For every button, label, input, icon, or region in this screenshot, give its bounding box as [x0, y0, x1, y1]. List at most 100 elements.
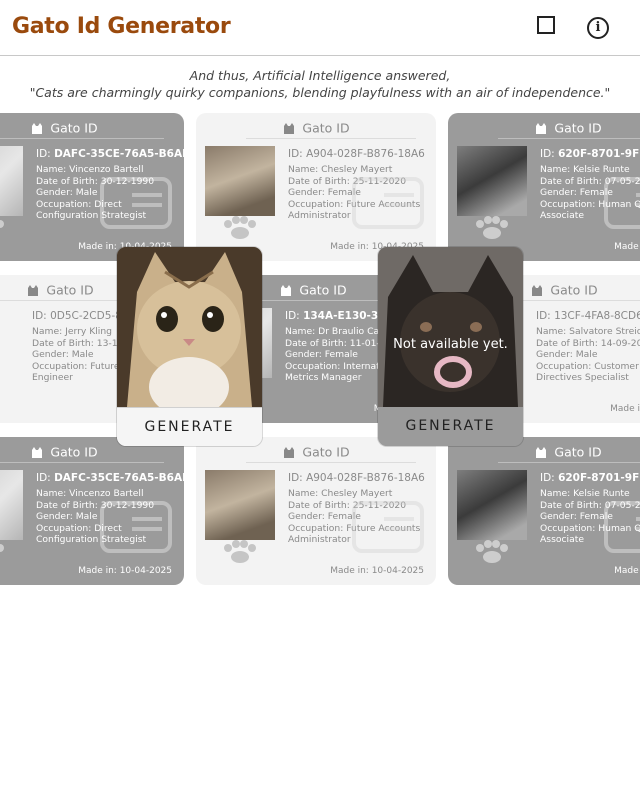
divider: [243, 300, 413, 301]
generate-button[interactable]: GENERATE: [117, 407, 262, 446]
made-in: Made in: 10-04-2025: [78, 566, 172, 576]
card-gender: Gender: Male: [36, 511, 98, 522]
card-id: A904-028F-B876-18A6: [306, 472, 425, 484]
divider: [494, 300, 640, 301]
divider: [498, 462, 640, 463]
gato-id-card: Gato ID ID: A904-028F-B876-18A6 Name: Ch…: [196, 437, 436, 585]
cat-icon: [281, 285, 292, 296]
card-name: Name: Kelsie Runte: [540, 164, 630, 175]
card-dob: Date of Birth: 25-11-2020: [288, 499, 407, 511]
paw-print-icon: [476, 540, 508, 563]
cat-icon: [32, 123, 43, 134]
id-card-watermark-icon: [352, 177, 424, 229]
card-dob: Date of Birth: 30-12-1990: [36, 175, 155, 187]
dog-photo-image: [378, 247, 523, 407]
card-header: Gato ID: [554, 444, 602, 460]
card-dob: Date of Birth: 14-09-2005: [536, 337, 640, 349]
card-occupation-cont: Metrics Manager: [285, 372, 362, 383]
cat-icon: [28, 285, 39, 296]
card-gender: Gender: Female: [285, 349, 358, 360]
card-gender: Gender: Female: [540, 511, 613, 522]
id-card-watermark-icon: [604, 177, 640, 229]
card-name: Name: Salvatore Streich: [536, 326, 640, 337]
gato-id-card: Gato ID ID: A904-028F-B876-18A6 Name: Ch…: [196, 113, 436, 261]
card-id: DAFC-35CE-76A5-B6AE: [54, 472, 184, 484]
made-in: Made in: 10-0: [614, 242, 640, 252]
gato-id-card: Gato ID ID: 620F-8701-9FF0-C Name: Kelsi…: [448, 113, 640, 261]
card-gender: Gender: Female: [288, 511, 361, 522]
card-name: Name: Vincenzo Bartell: [36, 164, 144, 175]
gato-id-card: Gato ID ID: DAFC-35CE-76A5-B6AE Name: Vi…: [0, 113, 184, 261]
card-gender: Gender: Female: [540, 187, 613, 198]
paw-print-icon: [224, 540, 256, 563]
card-gender: Gender: Male: [36, 187, 98, 198]
cat-photo: [457, 470, 527, 540]
card-occupation: Occupation: Future Accounts: [288, 198, 421, 210]
card-id: 620F-8701-9FF0-C: [558, 472, 640, 484]
id-card-watermark-icon: [100, 177, 172, 229]
cat-photo: [0, 146, 23, 216]
card-id: 13CF-4FA8-8CD6-E: [554, 310, 640, 322]
card-id: A904-028F-B876-18A6: [306, 148, 425, 160]
card-header: Gato ID: [50, 444, 98, 460]
divider: [246, 462, 416, 463]
cat-photo: [0, 308, 19, 378]
card-id: 134A-E130-381F: [303, 310, 401, 322]
square-icon[interactable]: [537, 16, 555, 34]
app-title: Gato Id Generator: [12, 14, 231, 39]
generate-button[interactable]: GENERATE: [378, 407, 523, 446]
divider: [0, 300, 160, 301]
card-header: Gato ID: [302, 120, 350, 136]
generator-card-unavailable: Not available yet. GENERATE: [378, 247, 523, 446]
card-dob: Date of Birth: 13-10: [32, 337, 124, 349]
card-name: Name: Vincenzo Bartell: [36, 488, 144, 499]
card-dob: Date of Birth: 07-05-201: [540, 175, 640, 187]
card-name: Name: Kelsie Runte: [540, 488, 630, 499]
cat-photo: [457, 146, 527, 216]
card-name: Name: Chesley Mayert: [288, 488, 393, 499]
card-gender: Gender: Male: [536, 349, 598, 360]
divider: [0, 138, 164, 139]
card-occupation-cont: Administrator: [288, 534, 351, 545]
id-card-watermark-icon: [604, 501, 640, 553]
paw-print-icon: [476, 216, 508, 239]
card-header: Gato ID: [46, 282, 94, 298]
card-id: 0D5C-2CD5-88: [50, 310, 129, 322]
cat-icon: [532, 285, 543, 296]
cat-icon: [32, 447, 43, 458]
card-dob: Date of Birth: 25-11-2020: [288, 175, 407, 187]
generator-card-ready: GENERATE: [117, 247, 262, 446]
card-occupation: Occupation: Customer: [536, 360, 639, 372]
card-occupation-cont: Configuration Strategist: [36, 534, 147, 545]
card-occupation: Occupation: Internati: [285, 360, 383, 372]
cat-icon: [284, 447, 295, 458]
cat-icon: [284, 123, 295, 134]
card-occupation-cont: Associate: [540, 210, 584, 221]
cat-icon: [536, 447, 547, 458]
id-card-watermark-icon: [352, 501, 424, 553]
card-header: Gato ID: [50, 120, 98, 136]
card-header: Gato ID: [550, 282, 598, 298]
gato-id-card: Gato ID ID: 620F-8701-9FF0-C Name: Kelsi…: [448, 437, 640, 585]
quote-line-2: "Cats are charmingly quirky companions, …: [29, 84, 611, 100]
card-occupation: Occupation: Direct: [36, 198, 122, 210]
card-dob: Date of Birth: 07-05-201: [540, 499, 640, 511]
cat-photo: [205, 146, 275, 216]
cat-photo: [205, 470, 275, 540]
made-in: Made in: 10-0: [610, 404, 640, 414]
card-dob: Date of Birth: 30-12-1990: [36, 499, 155, 511]
gato-id-card: Gato ID ID: DAFC-35CE-76A5-B6AE Name: Vi…: [0, 437, 184, 585]
divider: [0, 462, 164, 463]
card-occupation-cont: Configuration Strategist: [36, 210, 147, 221]
paw-print-icon: [0, 544, 4, 552]
info-icon[interactable]: i: [587, 17, 609, 39]
app-header: Gato Id Generator i: [0, 0, 640, 56]
quote-line-1: And thus, Artificial Intelligence answer…: [189, 68, 451, 83]
paw-print-icon: [0, 220, 4, 228]
card-occupation-cont: Directives Specialist: [536, 372, 629, 383]
made-in: Made in: 10-0: [614, 566, 640, 576]
card-occupation: Occupation: Human Qu: [540, 198, 640, 210]
card-occupation: Occupation: Future: [32, 360, 120, 372]
card-header: Gato ID: [299, 282, 347, 298]
